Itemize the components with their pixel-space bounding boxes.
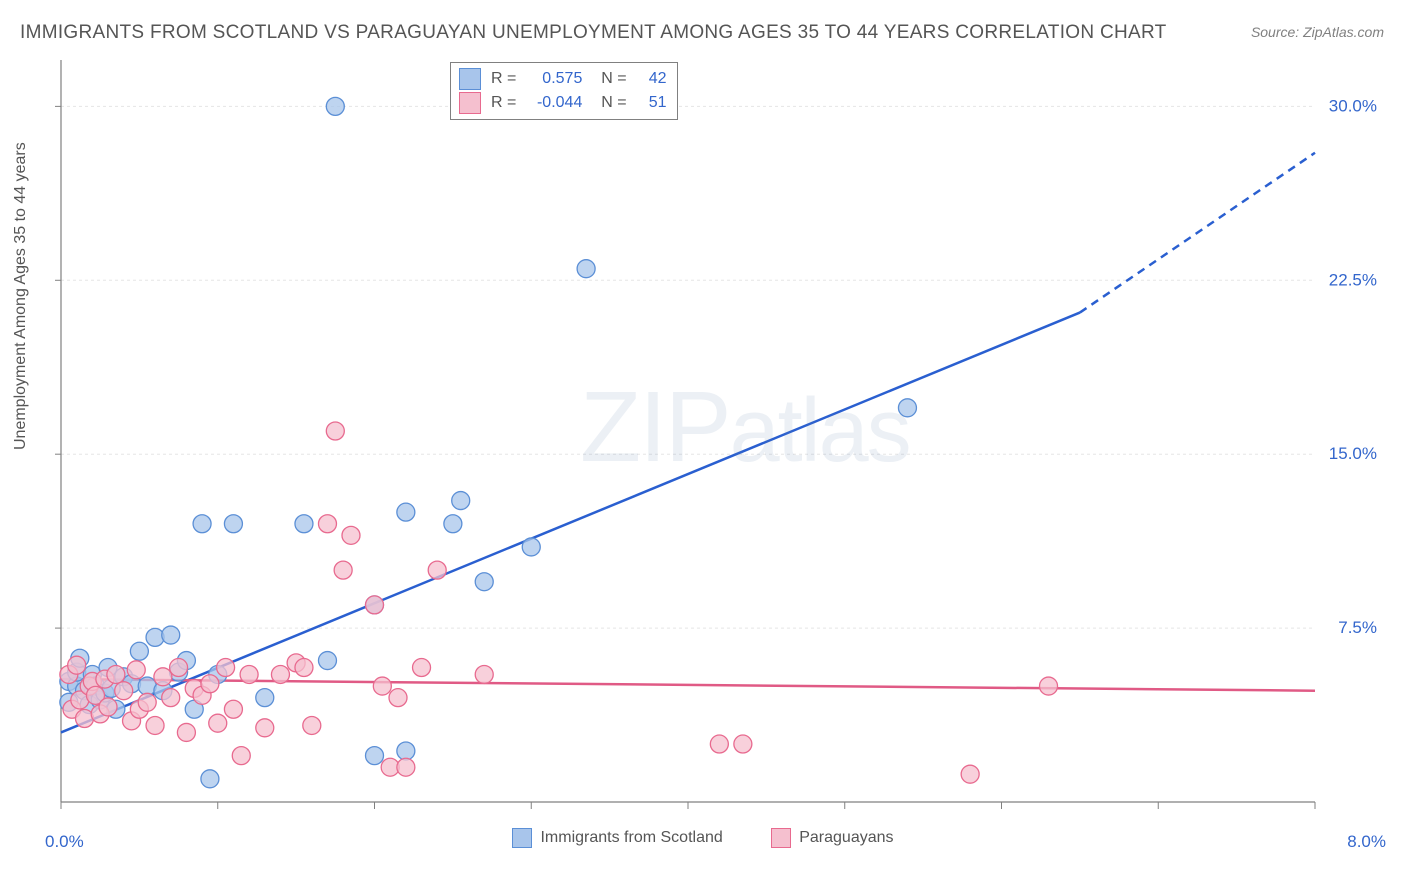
y-axis-label: Unemployment Among Ages 35 to 44 years (12, 142, 30, 450)
correlation-legend: R = 0.575 N = 42 R = -0.044 N = 51 (450, 62, 678, 120)
source-label: Source: ZipAtlas.com (1251, 24, 1384, 40)
legend-swatch-scotland (459, 68, 481, 90)
legend-row-paraguayans: R = -0.044 N = 51 (459, 91, 667, 115)
n-value-scotland: 42 (637, 67, 667, 91)
r-value-paraguayans: -0.044 (526, 91, 582, 115)
r-value-scotland: 0.575 (526, 67, 582, 91)
legend-swatch-icon (771, 828, 791, 848)
svg-text:22.5%: 22.5% (1329, 270, 1377, 289)
legend-row-scotland: R = 0.575 N = 42 (459, 67, 667, 91)
legend-label: Immigrants from Scotland (540, 829, 722, 847)
svg-text:7.5%: 7.5% (1338, 618, 1377, 637)
legend-item-scotland: Immigrants from Scotland (512, 828, 722, 848)
svg-text:15.0%: 15.0% (1329, 444, 1377, 463)
legend-item-paraguayans: Paraguayans (771, 828, 893, 848)
chart-title: IMMIGRANTS FROM SCOTLAND VS PARAGUAYAN U… (20, 22, 1167, 44)
scatter-plot: 7.5% 15.0% 22.5% 30.0% (55, 60, 1385, 818)
legend-swatch-paraguayans (459, 92, 481, 114)
n-value-paraguayans: 51 (637, 91, 667, 115)
svg-text:30.0%: 30.0% (1329, 96, 1377, 115)
legend-swatch-icon (512, 828, 532, 848)
legend-label: Paraguayans (799, 829, 893, 847)
series-legend: Immigrants from Scotland Paraguayans (0, 828, 1406, 853)
